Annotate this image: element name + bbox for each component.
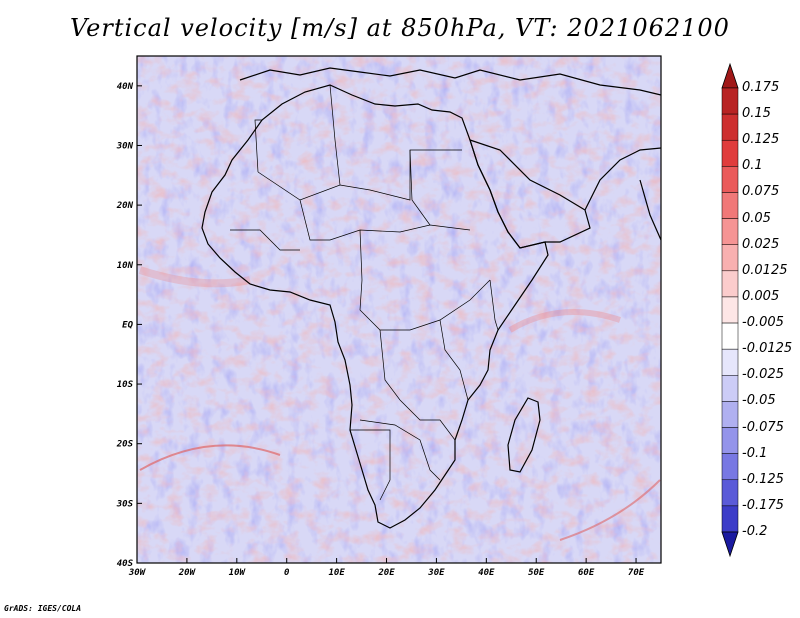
lat-tick-label: 40N <box>117 82 134 92</box>
credit-text: GrADS: IGES/COLA <box>4 604 82 613</box>
colorbar-label: -0.175 <box>742 497 784 513</box>
colorbar-swatch <box>721 375 739 402</box>
lat-axis: 40N 30N 20N 10N EQ 10S 20S 30S 40S <box>116 82 142 569</box>
colorbar-swatch <box>721 113 739 141</box>
lon-axis: 30W 20W 10W 0 10E 20E 30E 40E 50E 60E 70E <box>128 558 645 578</box>
lat-tick-label: 30N <box>116 141 134 151</box>
lat-tick-label: 20S <box>116 440 134 450</box>
colorbar-swatch <box>721 244 739 272</box>
colorbar-label: 0.125 <box>742 132 780 148</box>
colorbar-label: 0.1 <box>742 158 763 174</box>
coastline <box>201 67 662 529</box>
colorbar-swatch <box>721 401 739 428</box>
colorbar-swatch <box>721 453 739 481</box>
lon-tick-label: 60E <box>578 568 595 578</box>
colorbar-swatch <box>721 479 739 507</box>
colorbar-swatch <box>721 348 739 376</box>
colorbar-label: 0.0125 <box>742 262 788 278</box>
map-title: Vertical velocity [m/s] at 850hPa, VT: 2… <box>70 14 730 42</box>
colorbar-label: -0.025 <box>742 367 784 383</box>
lon-tick-label: 30E <box>427 568 445 578</box>
colorbar-label: 0.075 <box>742 184 780 200</box>
lat-tick-label: 30S <box>116 499 134 509</box>
colorbar-swatch <box>721 192 739 219</box>
lon-tick-label: 20W <box>178 568 197 578</box>
country-borders <box>230 84 499 501</box>
colorbar-label: 0.005 <box>742 288 780 304</box>
colorbar-label: -0.005 <box>742 315 784 331</box>
lat-tick-label: 10S <box>117 380 134 390</box>
colorbar-swatch <box>721 270 739 298</box>
lon-tick-label: 30W <box>128 568 147 578</box>
colorbar-label: -0.0125 <box>742 341 793 357</box>
velocity-field <box>137 56 661 563</box>
lon-tick-label: 50E <box>528 568 545 578</box>
lon-tick-label: 10W <box>229 568 247 578</box>
lat-tick-label: EQ <box>122 320 133 330</box>
colorbar-label: -0.05 <box>742 393 776 409</box>
colorbar-label: 0.025 <box>742 236 780 252</box>
colorbar-swatch <box>721 166 739 193</box>
colorbar-label: 0.05 <box>742 210 771 226</box>
colorbar-swatch <box>721 427 739 454</box>
map-frame <box>136 55 662 564</box>
colorbar-top-arrow <box>721 62 739 89</box>
lat-tick-label: 10N <box>117 261 134 271</box>
lat-tick-label: 20N <box>116 201 134 211</box>
lon-tick-label: 20E <box>377 568 395 578</box>
colorbar-label: -0.075 <box>742 419 784 435</box>
colorbar <box>721 62 739 558</box>
colorbar-swatch <box>721 505 739 533</box>
colorbar-swatch <box>721 87 739 115</box>
lon-tick-label: 0 <box>284 568 290 578</box>
colorbar-swatch <box>721 218 739 245</box>
colorbar-label: 0.15 <box>742 106 771 122</box>
colorbar-swatch <box>721 296 739 324</box>
lon-tick-label: 70E <box>628 568 645 578</box>
colorbar-label: -0.1 <box>742 445 768 461</box>
colorbar-label: -0.125 <box>742 471 784 487</box>
colorbar-swatch <box>721 322 739 350</box>
colorbar-swatch <box>721 139 739 167</box>
lon-tick-label: 40E <box>478 568 495 578</box>
lat-tick-label: 40S <box>117 559 134 569</box>
colorbar-label: 0.175 <box>742 80 780 95</box>
colorbar-label: -0.2 <box>742 524 768 539</box>
lon-tick-label: 10E <box>328 568 345 578</box>
colorbar-bottom-arrow <box>721 531 739 558</box>
